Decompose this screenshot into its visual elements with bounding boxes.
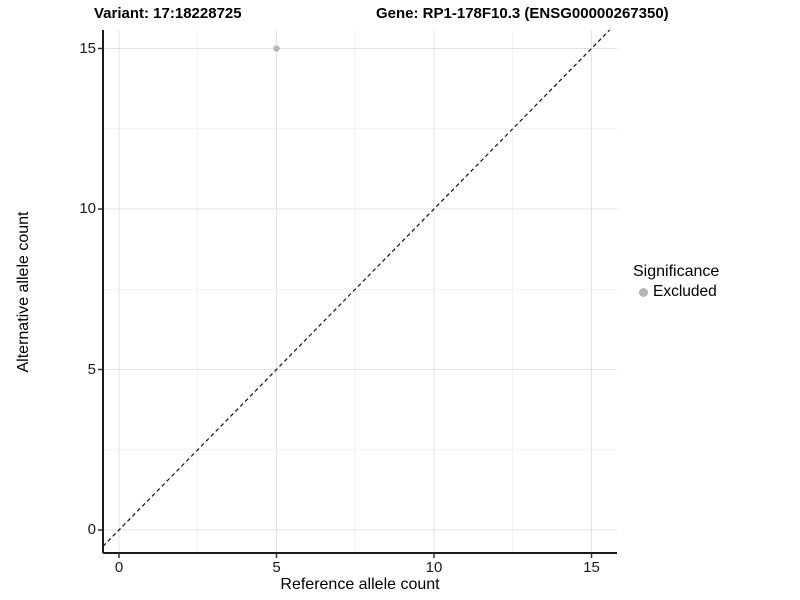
x-tick-label: 5 (272, 559, 281, 576)
x-tick-label: 0 (114, 559, 124, 576)
identity-dashed-line (102, 29, 611, 547)
gene-title: Gene: RP1-178F10.3 (ENSG00000267350) (376, 5, 669, 22)
plot-panel (103, 30, 617, 553)
variant-title: Variant: 17:18228725 (94, 5, 242, 22)
y-axis-title: Alternative allele count (15, 211, 32, 373)
excluded-point-icon (639, 287, 648, 297)
legend-entry-excluded: Excluded (633, 283, 719, 301)
legend: Significance Excluded (633, 263, 719, 301)
x-tick-label: 10 (425, 559, 443, 576)
y-tick-label: 0 (87, 521, 96, 538)
x-tick-label: 15 (583, 559, 600, 576)
y-tick-label: 10 (79, 200, 96, 217)
legend-entry-label: Excluded (653, 283, 717, 300)
y-tick-label: 15 (79, 39, 96, 57)
y-tick-label: 5 (87, 360, 96, 378)
x-axis-title: Reference allele count (280, 576, 440, 593)
legend-title: Significance (633, 263, 720, 280)
data-point (273, 45, 280, 52)
